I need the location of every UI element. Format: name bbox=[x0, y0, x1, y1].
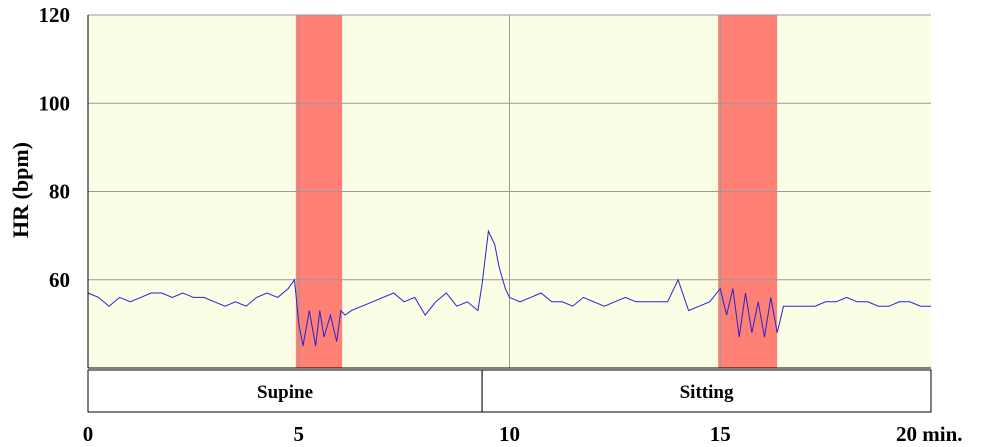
segment-label: Sitting bbox=[680, 382, 734, 403]
x-tick-label: 0 bbox=[83, 422, 94, 446]
x-tick-label: 5 bbox=[294, 422, 305, 446]
y-axis-label: HR (bpm) bbox=[8, 142, 33, 238]
y-tick-label: 80 bbox=[49, 180, 70, 204]
heart-rate-line bbox=[87, 229, 931, 346]
segment-label: Supine bbox=[257, 382, 313, 403]
x-tick-label: 10 bbox=[499, 422, 520, 446]
y-tick-label: 60 bbox=[49, 268, 70, 292]
segment-box bbox=[87, 369, 483, 413]
y-tick-label: 120 bbox=[39, 3, 71, 27]
x-tick-label: 20 min. bbox=[896, 422, 963, 446]
y-tick-label: 100 bbox=[39, 91, 71, 115]
segment-box bbox=[481, 369, 932, 413]
x-tick-label: 15 bbox=[710, 422, 731, 446]
